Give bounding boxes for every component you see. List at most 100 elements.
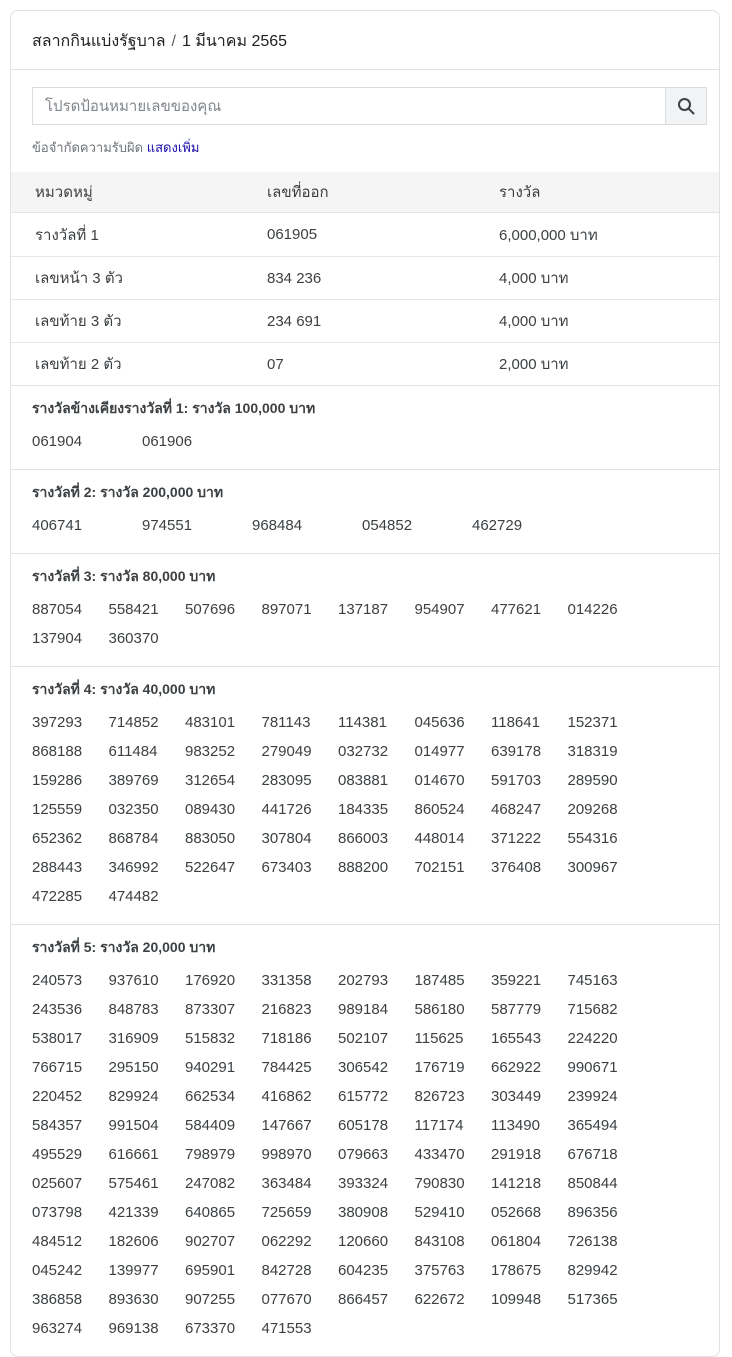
prize-number: 517365 <box>567 1291 618 1308</box>
prize-cell: 4,000 บาท <box>499 270 569 287</box>
prize-number: 673370 <box>185 1320 236 1337</box>
prize-number: 176920 <box>185 972 236 989</box>
prize-number: 622672 <box>414 1291 465 1308</box>
search-button[interactable] <box>665 87 707 125</box>
prize-number: 790830 <box>414 1175 465 1192</box>
prize-number: 974551 <box>142 517 193 534</box>
prize-number: 359221 <box>491 972 542 989</box>
prize-number: 969138 <box>108 1320 159 1337</box>
results-table: หมวดหมู่ เลขที่ออก รางวัล รางวัลที่ 1 061… <box>11 172 719 385</box>
prize-numbers-grid: 240573 937610 176920 331358 202793 187485 3592… <box>32 966 717 1343</box>
prize-number: 477621 <box>491 601 542 618</box>
prize-number: 448014 <box>414 830 465 847</box>
number-cell: 234 691 <box>267 312 322 330</box>
prize-numbers-grid: 406741 974551 968484 054852 462729 <box>32 511 717 540</box>
category-cell: เลขท้าย 2 ตัว <box>35 356 122 373</box>
prize-number: 584357 <box>32 1117 83 1134</box>
prize-number: 120660 <box>338 1233 389 1250</box>
results-table-header: หมวดหมู่ เลขที่ออก รางวัล <box>11 172 719 213</box>
prize-number: 652362 <box>32 830 83 847</box>
prize-number: 433470 <box>414 1146 465 1163</box>
prize-number: 587779 <box>491 1001 542 1018</box>
prize-number: 397293 <box>32 714 83 731</box>
prize-number: 714852 <box>108 714 159 731</box>
prize-number: 247082 <box>185 1175 236 1192</box>
prize-number: 137187 <box>338 601 389 618</box>
prize-number: 441726 <box>261 801 312 818</box>
prize-number: 360370 <box>108 630 159 647</box>
prize-numbers-grid: 397293 714852 483101 781143 114381 045636 1186… <box>32 708 717 911</box>
prize-number: 584409 <box>185 1117 236 1134</box>
prize-number: 829942 <box>567 1262 618 1279</box>
prize-number: 303449 <box>491 1088 542 1105</box>
prize-number: 240573 <box>32 972 83 989</box>
prize-number: 887054 <box>32 601 83 618</box>
prize-number: 109948 <box>491 1291 542 1308</box>
search-input[interactable] <box>32 87 665 125</box>
prize-number: 306542 <box>338 1059 389 1076</box>
prize-number: 676718 <box>567 1146 618 1163</box>
prize-number: 829924 <box>108 1088 159 1105</box>
prize-number: 147667 <box>261 1117 312 1134</box>
prize-number: 604235 <box>338 1262 389 1279</box>
prize-number: 715682 <box>567 1001 618 1018</box>
prize-number: 615772 <box>338 1088 389 1105</box>
prize-number: 983252 <box>185 743 236 760</box>
lottery-results-card: สลากกินแบ่งรัฐบาล / 1 มีนาคม 2565 ข้อจำกัด… <box>10 10 720 1357</box>
prize-number: 421339 <box>108 1204 159 1221</box>
prize-numbers-grid: 887054 558421 507696 897071 137187 954907 4776… <box>32 595 717 653</box>
prize-cell: 4,000 บาท <box>499 313 569 330</box>
prize-number: 416862 <box>261 1088 312 1105</box>
prize-number: 032732 <box>338 743 389 760</box>
prize-number: 113490 <box>491 1117 540 1134</box>
prize-number: 662534 <box>185 1088 236 1105</box>
table-row: เลขท้าย 3 ตัว 234 691 4,000 บาท <box>11 299 719 342</box>
prize-number: 468247 <box>491 801 542 818</box>
prize-number: 507696 <box>185 601 236 618</box>
prize-number: 766715 <box>32 1059 83 1076</box>
prize-number: 781143 <box>261 714 311 731</box>
prize-number: 474482 <box>108 888 159 905</box>
prize-section-title: รางวัลที่ 2: รางวัล 200,000 บาท <box>32 484 224 500</box>
prize-number: 558421 <box>108 601 159 618</box>
prize-number: 702151 <box>414 859 465 876</box>
prize-number: 014226 <box>567 601 618 618</box>
prize-section-title: รางวัลที่ 5: รางวัล 20,000 บาท <box>32 939 216 955</box>
prize-number: 640865 <box>185 1204 236 1221</box>
prize-number: 515832 <box>185 1030 236 1047</box>
prize-number: 991504 <box>108 1117 159 1134</box>
prize-number: 182606 <box>108 1233 159 1250</box>
show-more-link[interactable]: แสดงเพิ่ม <box>146 140 200 155</box>
table-row: เลขท้าย 2 ตัว 07 2,000 บาท <box>11 342 719 385</box>
prize-number: 139977 <box>108 1262 159 1279</box>
prize-number: 117174 <box>414 1117 464 1134</box>
prize-number: 472285 <box>32 888 83 905</box>
prize-number: 726138 <box>567 1233 618 1250</box>
prize-number: 868784 <box>108 830 159 847</box>
prize-number: 745163 <box>567 972 618 989</box>
prize-number: 062292 <box>261 1233 312 1250</box>
breadcrumb-current: 1 มีนาคม 2565 <box>181 33 288 50</box>
prize-section: รางวัลที่ 2: รางวัล 200,000 บาท 406741 974… <box>11 469 719 553</box>
prize-number: 990671 <box>567 1059 618 1076</box>
prize-number: 307804 <box>261 830 312 847</box>
prize-number: 125559 <box>32 801 83 818</box>
prize-number: 963274 <box>32 1320 83 1337</box>
prize-number: 529410 <box>414 1204 465 1221</box>
table-row: เลขหน้า 3 ตัว 834 236 4,000 บาท <box>11 256 719 299</box>
prize-number: 393324 <box>338 1175 389 1192</box>
prize-number: 695901 <box>185 1262 236 1279</box>
prize-sections: รางวัลข้างเคียงรางวัลที่ 1: รางวัล 100,0… <box>11 385 719 1356</box>
prize-section: รางวัลที่ 4: รางวัล 40,000 บาท 397293 7148… <box>11 666 719 924</box>
prize-number: 365494 <box>567 1117 618 1134</box>
prize-number: 331358 <box>261 972 312 989</box>
category-cell: เลขหน้า 3 ตัว <box>35 270 123 287</box>
prize-number: 178675 <box>491 1262 542 1279</box>
prize-number: 554316 <box>567 830 618 847</box>
number-cell: 061905 <box>267 226 318 243</box>
prize-number: 586180 <box>414 1001 465 1018</box>
prize-number: 079663 <box>338 1146 389 1163</box>
prize-number: 291918 <box>491 1146 542 1163</box>
prize-number: 061904 <box>32 433 83 450</box>
prize-cell: 2,000 บาท <box>499 356 569 373</box>
